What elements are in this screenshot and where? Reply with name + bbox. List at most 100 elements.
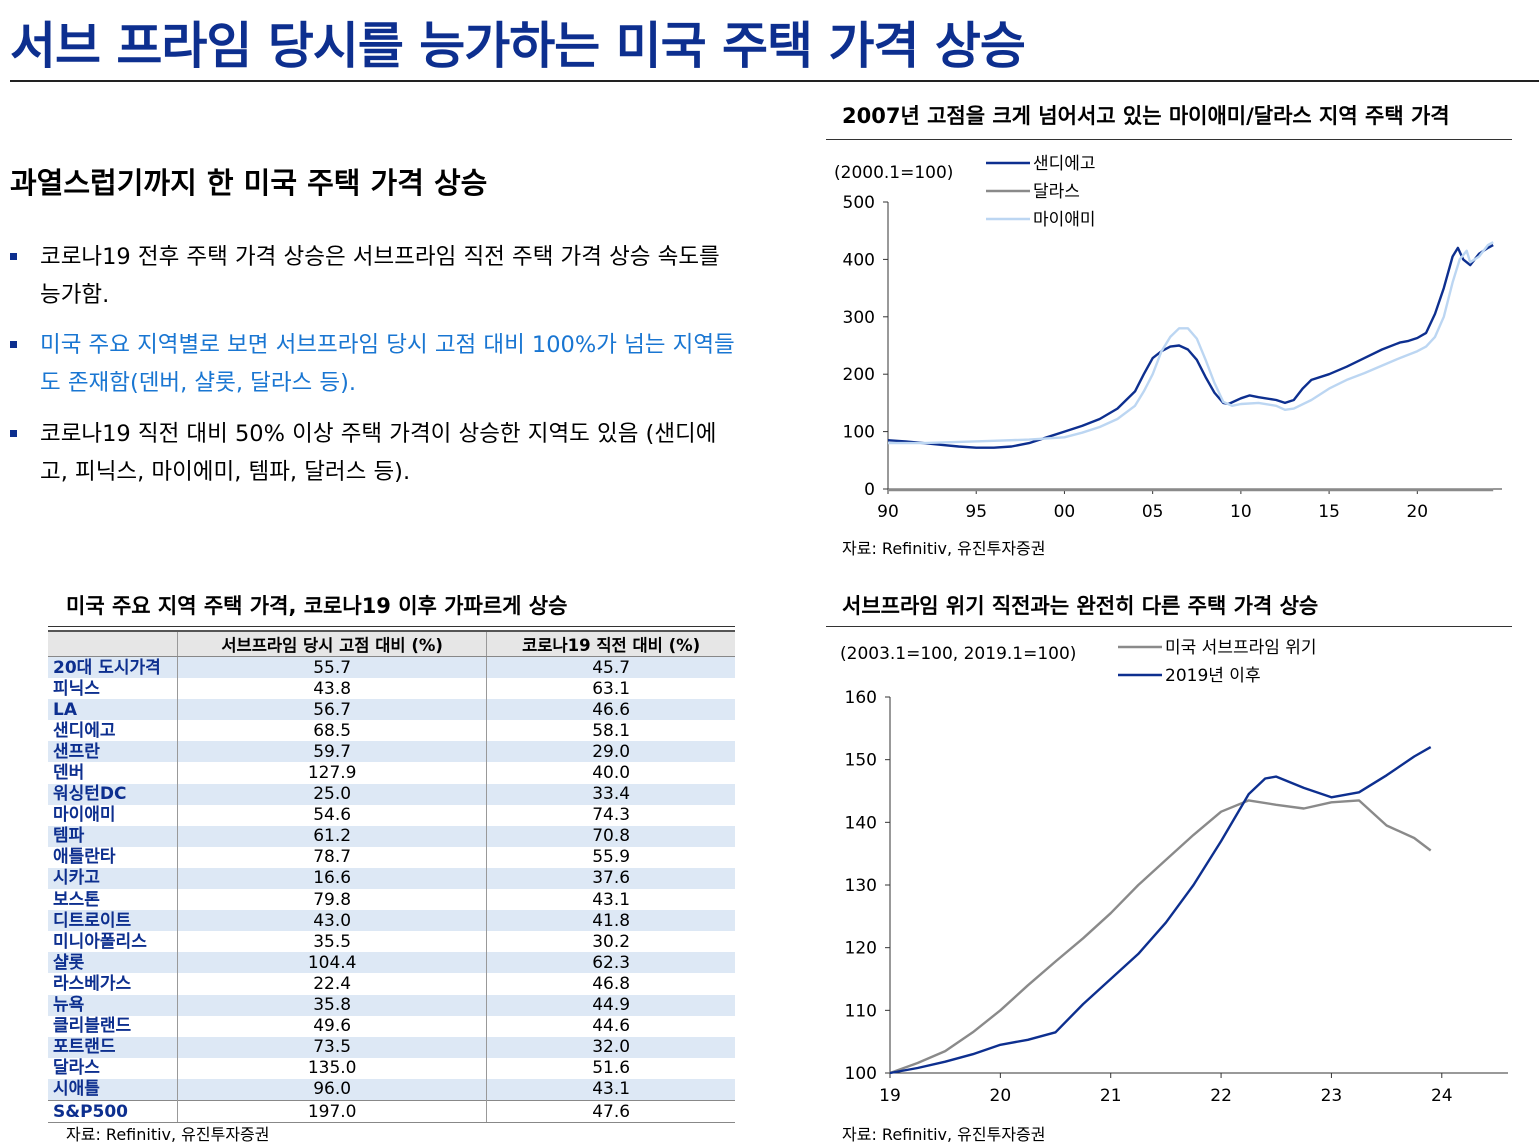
table-header-row: 서브프라임 당시 고점 대비 (%) 코로나19 직전 대비 (%) bbox=[48, 630, 735, 657]
table-row: 덴버 127.9 40.0 bbox=[48, 762, 735, 784]
table-cell-region: 샌디에고 bbox=[53, 720, 116, 741]
table-cell-value: 43.1 bbox=[486, 1078, 735, 1101]
x-tick-label: 15 bbox=[1318, 502, 1340, 522]
bullet-text: 코로나19 직전 대비 50% 이상 주택 가격이 상승한 지역도 있음 (샌디… bbox=[40, 421, 717, 485]
table-cell-region: 뉴욕 bbox=[48, 994, 178, 1016]
table-cell-value: 78.7 bbox=[176, 846, 487, 868]
unit-label: (2003.1=100, 2019.1=100) bbox=[840, 644, 1076, 664]
table-cell-value: 22.4 bbox=[176, 973, 487, 995]
table-cell-value: 46.8 bbox=[486, 973, 735, 995]
legend-label: 마이애미 bbox=[1033, 210, 1096, 230]
region-table: 서브프라임 당시 고점 대비 (%) 코로나19 직전 대비 (%) 20대 도… bbox=[48, 630, 735, 1124]
x-tick-label: 05 bbox=[1142, 502, 1164, 522]
table-cell-value: 135.0 bbox=[176, 1057, 487, 1079]
x-tick-label: 19 bbox=[879, 1086, 901, 1106]
x-tick-label: 00 bbox=[1054, 502, 1076, 522]
table-cell-value: 25.0 bbox=[176, 783, 487, 805]
table-row: 미니아폴리스 35.5 30.2 bbox=[48, 931, 735, 953]
table-cell-value: 70.8 bbox=[486, 825, 735, 847]
table-cell-region: 워싱턴DC bbox=[48, 783, 178, 805]
table-cell-value: 32.0 bbox=[486, 1036, 735, 1058]
table-cell-value: 127.9 bbox=[176, 762, 487, 784]
chart1-svg: 0 100 200 300 400 500 90 95 00 05 10 15 20 (2000.1=10… bbox=[834, 154, 1502, 522]
table-row: S&P500 197.0 47.6 bbox=[48, 1099, 735, 1124]
y-tick-label: 0 bbox=[864, 480, 875, 500]
legend-label: 샌디에고 bbox=[1033, 154, 1096, 174]
y-tick-label: 140 bbox=[845, 813, 877, 833]
table-cell-value: 45.7 bbox=[486, 656, 735, 679]
bullet-item: 코로나19 직전 대비 50% 이상 주택 가격이 상승한 지역도 있음 (샌디… bbox=[10, 415, 735, 491]
table-title-rule bbox=[48, 626, 735, 627]
table-cell-value: 37.6 bbox=[486, 867, 735, 890]
table-row: 달라스 135.0 51.6 bbox=[48, 1057, 735, 1079]
table-cell-value: 35.8 bbox=[176, 994, 487, 1016]
table-cell-region: 시애틀 bbox=[48, 1078, 178, 1101]
table-cell-value: 30.2 bbox=[486, 931, 735, 953]
y-tick-label: 100 bbox=[843, 423, 875, 443]
table-cell-region: 샌프란 bbox=[48, 741, 178, 763]
x-tick-label: 90 bbox=[877, 502, 899, 522]
table-row: 피닉스 43.8 63.1 bbox=[48, 678, 735, 700]
chart2-svg: 100 110 120 130 140 150 160 19 20 21 22 23 24 (2003.1… bbox=[840, 638, 1508, 1106]
legend-label: 2019년 이후 bbox=[1165, 666, 1261, 686]
table-cell-value: 43.8 bbox=[176, 678, 487, 700]
table-row: 샌디에고 68.5 58.1 bbox=[48, 720, 735, 742]
x-tick-label: 24 bbox=[1431, 1086, 1453, 1106]
x-tick-label: 10 bbox=[1230, 502, 1252, 522]
bullet-text: 코로나19 전후 주택 가격 상승은 서브프라임 직전 주택 가격 상승 속도를… bbox=[40, 244, 720, 308]
table-row: 시카고 16.6 37.6 bbox=[48, 867, 735, 890]
table-cell-value: 54.6 bbox=[176, 804, 487, 826]
table-cell-region: 20대 도시가격 bbox=[48, 656, 178, 679]
series-line-1 bbox=[889, 799, 1432, 1075]
table-cell-region: 클리블랜드 bbox=[53, 1016, 132, 1037]
table-row: 템파 61.2 70.8 bbox=[48, 825, 735, 847]
table-cell-region: 디트로이트 bbox=[48, 910, 178, 932]
table-cell-region: 애틀란타 bbox=[53, 847, 116, 868]
table-cell-region: 포트랜드 bbox=[48, 1036, 178, 1058]
table-cell-region: S&P500 bbox=[48, 1099, 178, 1124]
title-divider bbox=[10, 80, 1539, 82]
table-cell-value: 61.2 bbox=[176, 825, 487, 847]
bullet-square-icon bbox=[10, 253, 17, 260]
table-cell-region: 시카고 bbox=[48, 867, 178, 890]
legend-label: 미국 서브프라임 위기 bbox=[1165, 638, 1317, 658]
table-cell-region: 미니아폴리스 bbox=[53, 931, 147, 952]
table-cell-value: 40.0 bbox=[486, 762, 735, 784]
bullet-item: 미국 주요 지역별로 보면 서브프라임 당시 고점 대비 100%가 넘는 지역… bbox=[10, 326, 735, 402]
series-line-3 bbox=[888, 241, 1494, 445]
table-title: 미국 주요 지역 주택 가격, 코로나19 이후 가파르게 상승 bbox=[66, 594, 568, 618]
unit-label: (2000.1=100) bbox=[834, 163, 953, 183]
table-row: 마이애미 54.6 74.3 bbox=[48, 804, 735, 826]
table-header-cell: 코로나19 직전 대비 (%) bbox=[486, 630, 735, 657]
table-cell-region: 달라스 bbox=[53, 1058, 100, 1079]
table-cell-region: 라스베가스 bbox=[53, 973, 132, 994]
y-tick-label: 500 bbox=[843, 193, 875, 213]
table-cell-region: 보스톤 bbox=[53, 889, 100, 910]
table-row: 시애틀 96.0 43.1 bbox=[48, 1078, 735, 1101]
bullet-item: 코로나19 전후 주택 가격 상승은 서브프라임 직전 주택 가격 상승 속도를… bbox=[10, 238, 735, 314]
table-row: 포트랜드 73.5 32.0 bbox=[48, 1036, 735, 1058]
chart1-title: 2007년 고점을 크게 넘어서고 있는 마이애미/달라스 지역 주택 가격 bbox=[842, 104, 1450, 128]
series-line-2 bbox=[889, 746, 1432, 1075]
table-cell-value: 49.6 bbox=[176, 1015, 487, 1037]
table-cell-value: 63.1 bbox=[486, 678, 735, 700]
table-cell-value: 73.5 bbox=[176, 1036, 487, 1058]
y-tick-label: 130 bbox=[845, 876, 877, 896]
table-row: 샬롯 104.4 62.3 bbox=[48, 952, 735, 974]
table-row: 샌프란 59.7 29.0 bbox=[48, 741, 735, 763]
table-cell-value: 197.0 bbox=[176, 1099, 487, 1124]
table-cell-value: 35.5 bbox=[176, 931, 487, 953]
table-row: 워싱턴DC 25.0 33.4 bbox=[48, 783, 735, 805]
table-cell-region: LA bbox=[48, 699, 178, 721]
table-cell-value: 46.6 bbox=[486, 699, 735, 721]
chart2-title-rule bbox=[826, 626, 1512, 627]
section-heading: 과열스럽기까지 한 미국 주택 가격 상승 bbox=[10, 166, 488, 200]
table-cell-value: 41.8 bbox=[486, 910, 735, 932]
x-tick-label: 23 bbox=[1321, 1086, 1343, 1106]
table-cell-value: 43.0 bbox=[176, 910, 487, 932]
table-row: 클리블랜드 49.6 44.6 bbox=[48, 1015, 735, 1037]
table-row: 20대 도시가격 55.7 45.7 bbox=[48, 656, 735, 679]
y-tick-label: 120 bbox=[845, 939, 877, 959]
x-tick-label: 21 bbox=[1100, 1086, 1122, 1106]
y-tick-label: 110 bbox=[845, 1001, 877, 1021]
